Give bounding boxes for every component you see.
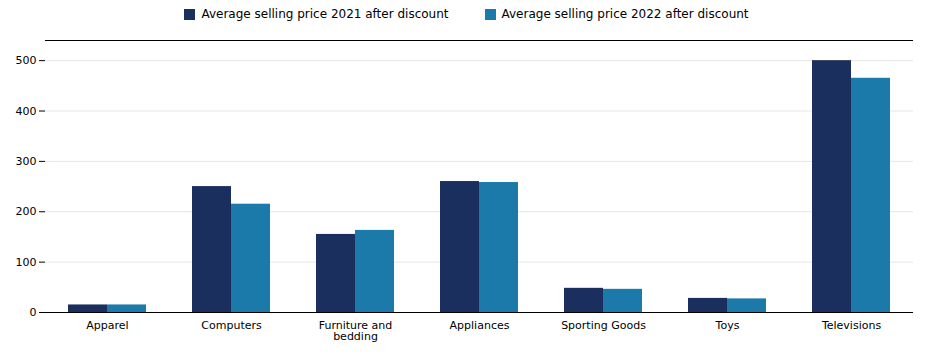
svg-text:Computers: Computers: [201, 319, 262, 332]
svg-text:Furniture andbedding: Furniture andbedding: [319, 319, 393, 343]
svg-text:Appliances: Appliances: [450, 319, 510, 332]
svg-text:300: 300: [16, 155, 37, 168]
html-text:Average selling price 2022 aft: Average selling price 2022 after discoun…: [501, 7, 749, 21]
svg-text:500: 500: [16, 54, 37, 67]
html-text:Average selling price 2021 aft: Average selling price 2021 after discoun…: [201, 7, 449, 21]
svg-text:Sporting Goods: Sporting Goods: [561, 319, 646, 332]
svg-text:200: 200: [16, 205, 37, 218]
svg-text:Toys: Toys: [715, 319, 740, 332]
svg-text:Televisions: Televisions: [821, 319, 881, 332]
svg-text:100: 100: [16, 256, 37, 269]
svg-text:0: 0: [30, 306, 37, 319]
svg-text:Apparel: Apparel: [86, 319, 128, 332]
svg-text:400: 400: [16, 105, 37, 118]
